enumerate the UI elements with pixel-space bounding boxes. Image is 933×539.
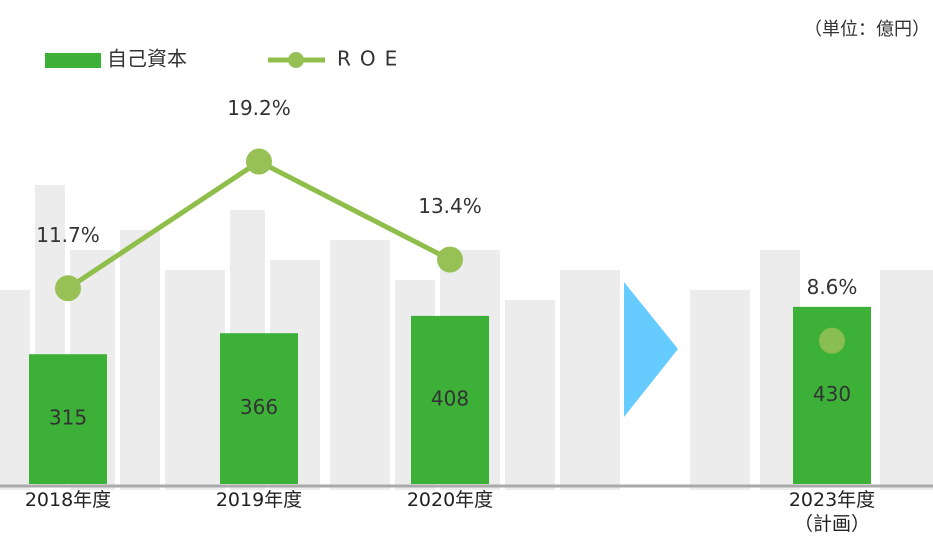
arrow <box>624 282 678 417</box>
bar-value-label: 408 <box>431 386 469 410</box>
bar <box>411 315 489 484</box>
line-marker <box>55 275 81 302</box>
legend-label: 自己資本 <box>107 47 187 71</box>
legend-marker <box>288 52 304 68</box>
bar <box>220 333 298 484</box>
bar-value-label: 430 <box>813 382 851 406</box>
x-tick-label: 2023年度 （計画） <box>788 489 876 535</box>
line-value-label: 13.4% <box>418 194 482 218</box>
legend-swatch <box>45 53 101 68</box>
line-marker <box>437 246 463 273</box>
bar-value-label: 366 <box>240 395 278 419</box>
unit-note: （単位：億円） <box>804 19 930 40</box>
line-value-label: 8.6% <box>807 275 858 299</box>
x-tick-label: 2018年度 <box>24 489 112 511</box>
line-value-label: 11.7% <box>36 223 100 247</box>
x-tick-label: 2020年度 <box>406 489 494 511</box>
bar-value-label: 315 <box>49 406 87 430</box>
legend-label: ROE <box>337 47 406 71</box>
line-value-label: 19.2% <box>227 96 291 120</box>
x-tick-label: 2019年度 <box>215 489 303 511</box>
bar <box>29 354 107 484</box>
line-marker <box>819 327 845 354</box>
line-marker <box>246 148 272 175</box>
